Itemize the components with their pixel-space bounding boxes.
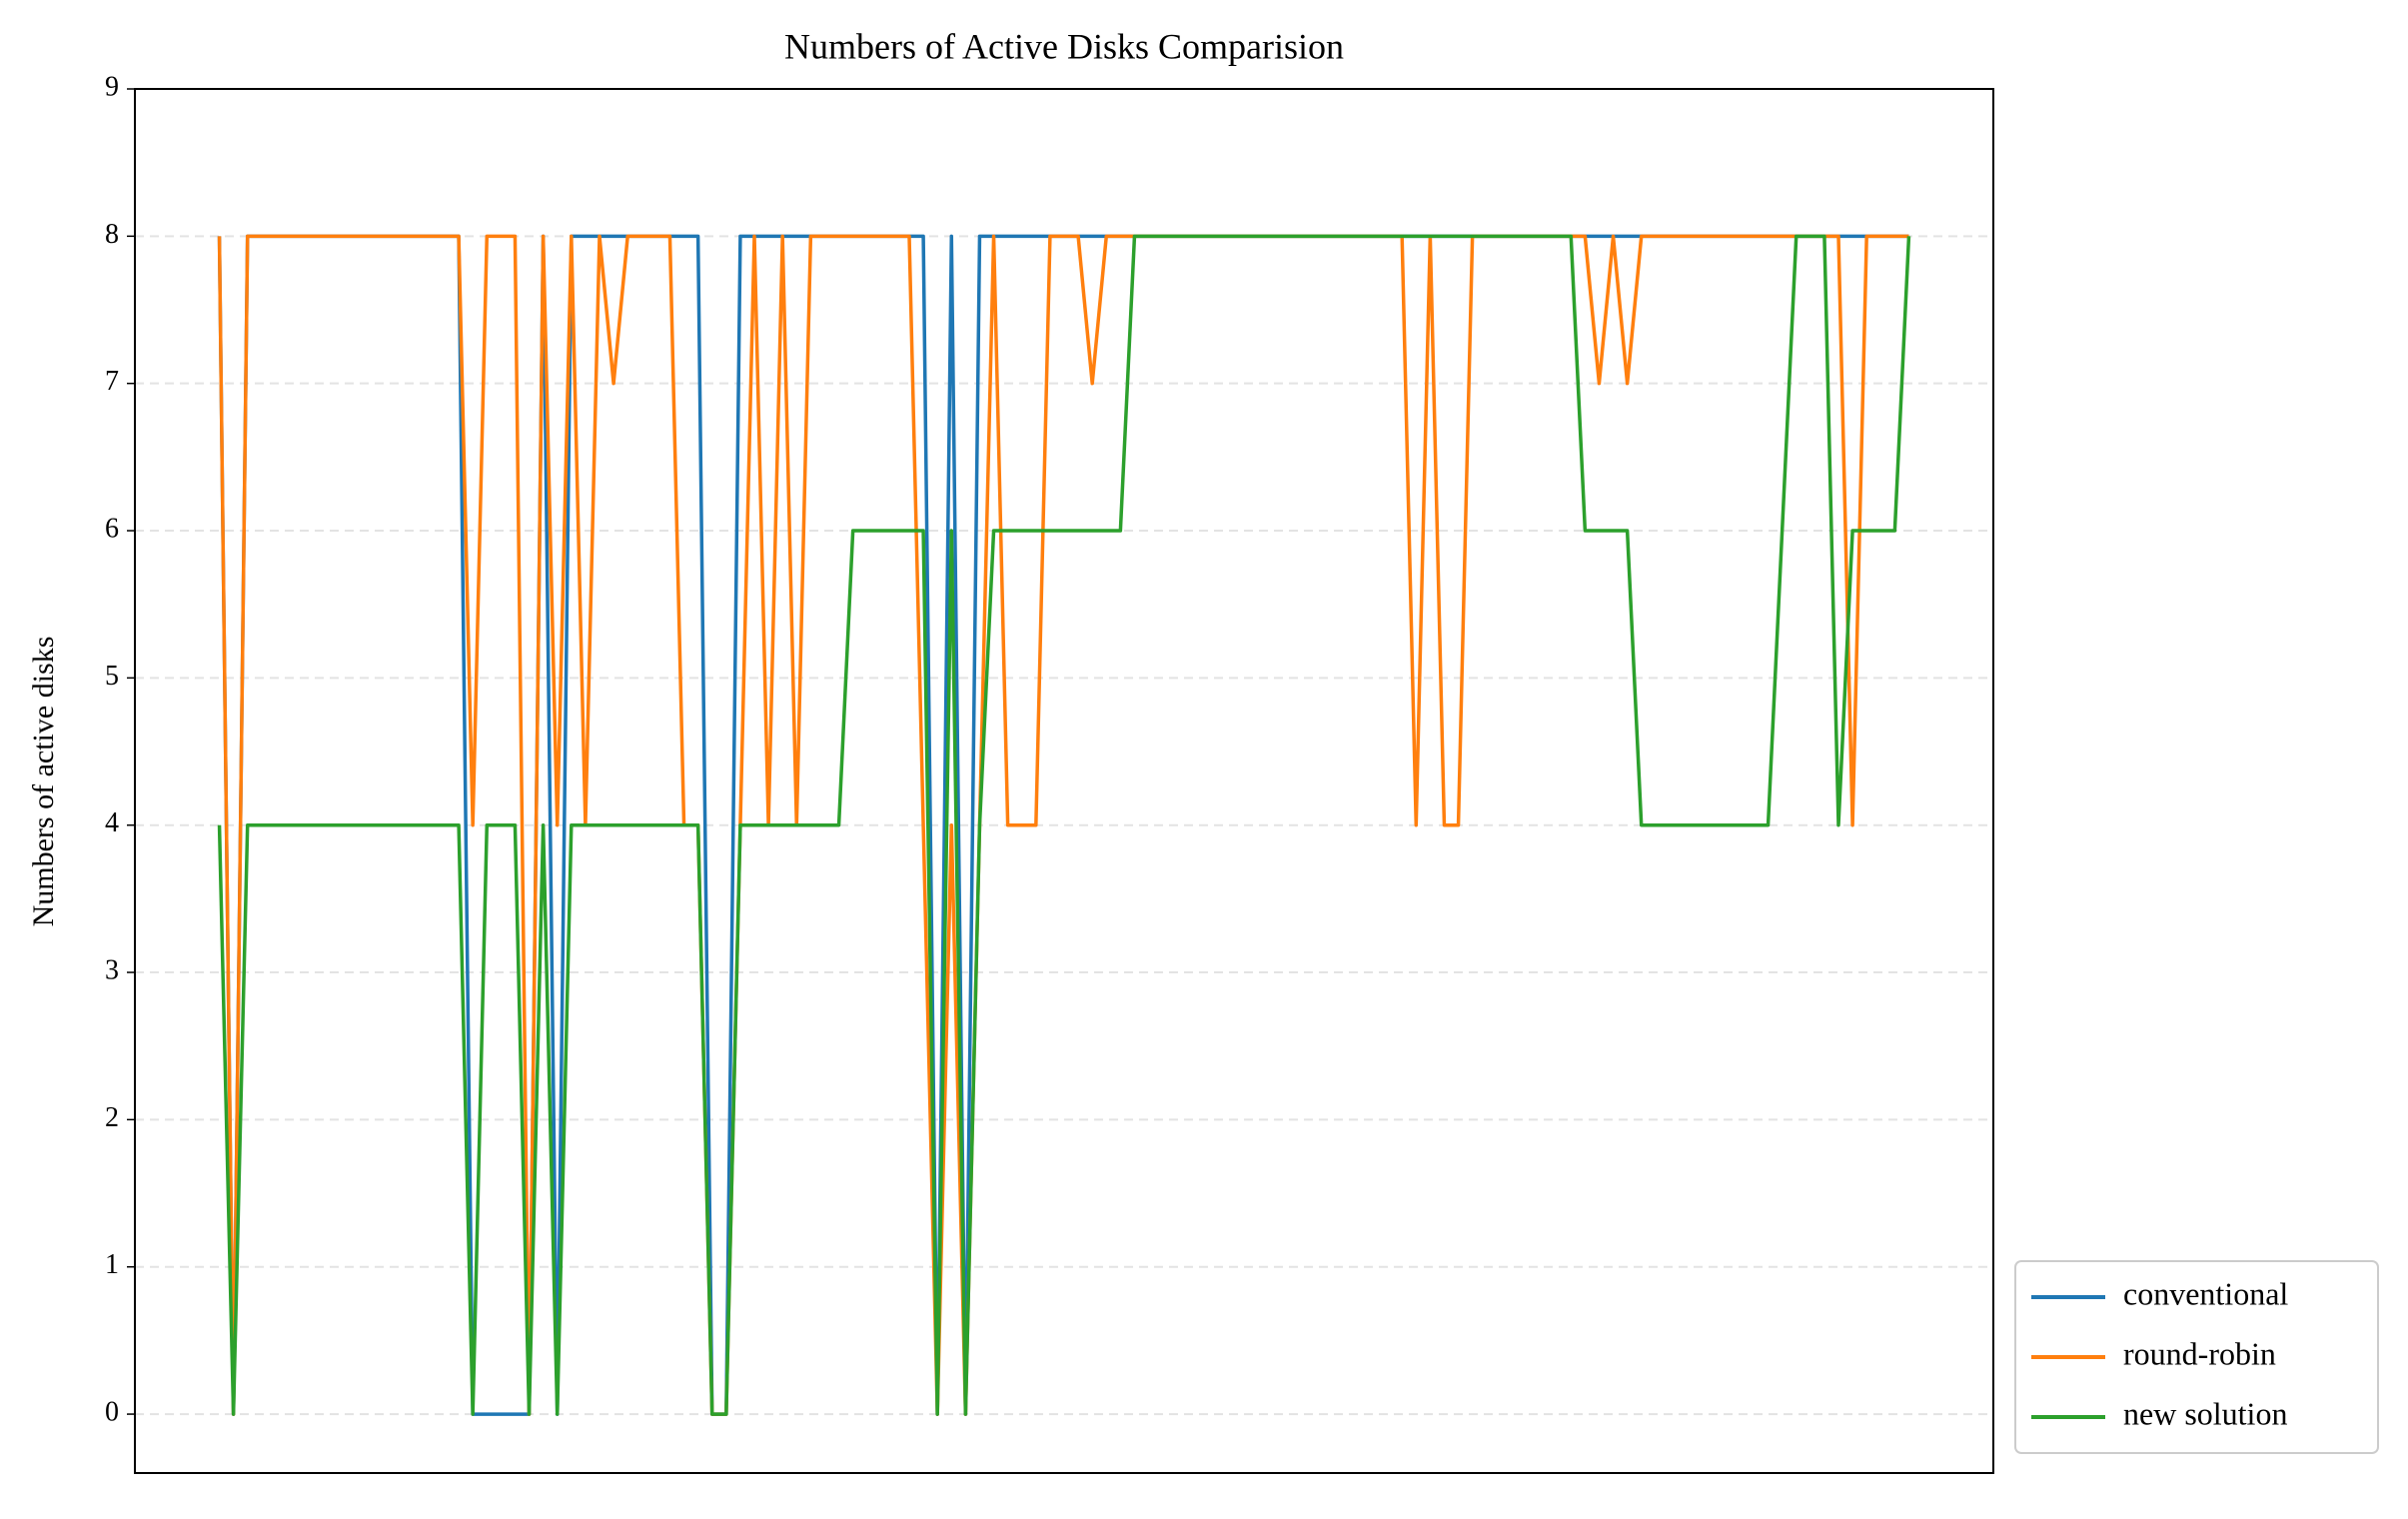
y-tick-label: 7: [105, 366, 119, 397]
legend-box: [2014, 1260, 2379, 1454]
y-tick-label: 5: [105, 661, 119, 692]
legend-label: round-robin: [2123, 1335, 2276, 1371]
y-tick-label: 3: [105, 954, 119, 985]
plot-frame: [134, 88, 1994, 1474]
legend-label: conventional: [2123, 1275, 2288, 1311]
y-tick-label: 1: [105, 1249, 119, 1280]
y-axis-label: Numbers of active disks: [27, 637, 60, 927]
y-tick-label: 4: [105, 807, 119, 838]
y-tick-label: 6: [105, 513, 119, 544]
series-line: [217, 234, 1911, 1416]
legend-label: new solution: [2123, 1395, 2287, 1431]
y-tick-label: 2: [105, 1102, 119, 1133]
y-tick-label: 8: [105, 219, 119, 250]
y-tick-label: 0: [105, 1396, 119, 1427]
series-line: [217, 234, 1909, 1416]
y-tick-label: 9: [105, 71, 119, 102]
chart-title: Numbers of Active Disks Comparision: [784, 26, 1344, 66]
